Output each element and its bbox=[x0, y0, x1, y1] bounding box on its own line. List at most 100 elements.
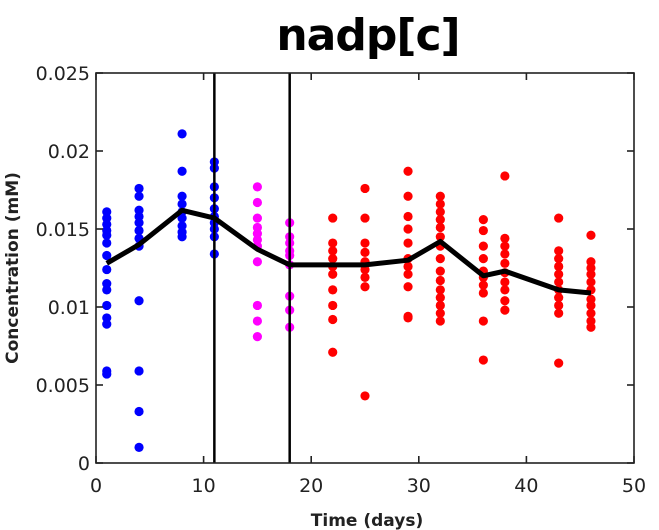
data-point bbox=[554, 213, 564, 223]
data-point bbox=[134, 406, 144, 417]
data-point bbox=[252, 213, 262, 223]
data-point bbox=[252, 257, 262, 267]
y-tick-label: 0.01 bbox=[48, 297, 90, 319]
data-point bbox=[554, 358, 564, 368]
data-point bbox=[478, 280, 488, 290]
data-point bbox=[134, 225, 144, 236]
data-point bbox=[435, 222, 445, 233]
x-axis-label: Time (days) bbox=[311, 511, 423, 530]
data-point bbox=[435, 215, 445, 225]
data-point bbox=[403, 261, 413, 272]
data-point bbox=[435, 207, 445, 217]
data-point bbox=[403, 166, 413, 176]
data-point bbox=[586, 230, 596, 240]
data-point bbox=[403, 313, 413, 323]
data-point bbox=[500, 171, 510, 181]
data-point bbox=[328, 269, 338, 279]
x-tick-label: 0 bbox=[90, 475, 102, 497]
data-point bbox=[586, 308, 596, 318]
data-point bbox=[500, 277, 510, 287]
data-point bbox=[177, 191, 187, 201]
data-point bbox=[102, 300, 112, 311]
data-point bbox=[102, 238, 112, 248]
y-tick-label: 0.02 bbox=[48, 141, 90, 163]
data-point bbox=[252, 300, 262, 311]
data-point bbox=[435, 191, 445, 201]
data-point bbox=[478, 288, 488, 298]
x-tick-label: 40 bbox=[514, 475, 538, 497]
data-point bbox=[102, 230, 112, 240]
data-point bbox=[134, 183, 144, 194]
data-point bbox=[360, 272, 370, 282]
data-point bbox=[586, 269, 596, 279]
data-point bbox=[360, 247, 370, 257]
data-point bbox=[478, 254, 488, 264]
data-point bbox=[500, 258, 510, 268]
data-point bbox=[435, 316, 445, 326]
data-point bbox=[328, 254, 338, 264]
y-tick-label: 0 bbox=[78, 453, 90, 475]
data-point bbox=[360, 238, 370, 248]
x-tick-label: 30 bbox=[407, 475, 431, 497]
data-point bbox=[435, 293, 445, 303]
x-tick-label: 10 bbox=[192, 475, 216, 497]
y-axis-label: Concentration (mM) bbox=[3, 172, 23, 364]
data-point bbox=[554, 293, 564, 303]
data-point bbox=[554, 308, 564, 318]
data-point bbox=[554, 254, 564, 264]
data-point bbox=[478, 215, 488, 225]
y-tick-label: 0.025 bbox=[36, 63, 90, 85]
data-point bbox=[252, 182, 262, 192]
plot-area bbox=[102, 73, 596, 463]
data-point bbox=[586, 277, 596, 287]
data-point bbox=[328, 300, 338, 311]
data-point bbox=[102, 369, 112, 379]
data-point bbox=[328, 314, 338, 325]
data-point bbox=[360, 213, 370, 223]
data-point bbox=[478, 316, 488, 326]
data-point bbox=[102, 264, 112, 275]
data-point bbox=[435, 300, 445, 311]
data-point bbox=[554, 269, 564, 279]
data-point bbox=[403, 211, 413, 222]
axes: 0 10 20 30 40 50 0 0.005 0.01 0.015 0.02 0.025 bbox=[36, 63, 647, 497]
data-point bbox=[403, 269, 413, 279]
data-point bbox=[478, 241, 488, 251]
data-point bbox=[252, 332, 262, 342]
data-point bbox=[177, 166, 187, 176]
data-point bbox=[328, 347, 338, 357]
data-point bbox=[403, 238, 413, 248]
data-point bbox=[403, 224, 413, 234]
data-point bbox=[435, 275, 445, 286]
y-tick-label: 0.005 bbox=[36, 375, 90, 397]
data-point bbox=[328, 238, 338, 248]
data-point bbox=[435, 254, 445, 264]
data-point bbox=[360, 183, 370, 194]
data-point bbox=[360, 282, 370, 292]
data-point bbox=[586, 300, 596, 311]
data-point bbox=[328, 246, 338, 256]
data-point bbox=[500, 249, 510, 259]
data-point bbox=[177, 129, 187, 139]
x-tick-label: 50 bbox=[622, 475, 646, 497]
data-point bbox=[177, 213, 187, 223]
data-point bbox=[102, 250, 112, 261]
data-point bbox=[403, 191, 413, 201]
data-point bbox=[134, 218, 144, 228]
data-point bbox=[252, 316, 262, 326]
data-point bbox=[554, 277, 564, 287]
data-point bbox=[102, 319, 112, 329]
data-point bbox=[435, 285, 445, 295]
data-point bbox=[586, 322, 596, 332]
x-tick-label: 20 bbox=[299, 475, 323, 497]
data-point bbox=[403, 282, 413, 292]
data-point bbox=[554, 300, 564, 311]
data-point bbox=[435, 199, 445, 209]
data-point bbox=[102, 285, 112, 295]
data-point bbox=[435, 232, 445, 242]
data-point bbox=[134, 442, 144, 452]
data-point bbox=[328, 213, 338, 223]
data-point bbox=[252, 197, 262, 208]
data-point bbox=[177, 199, 187, 209]
